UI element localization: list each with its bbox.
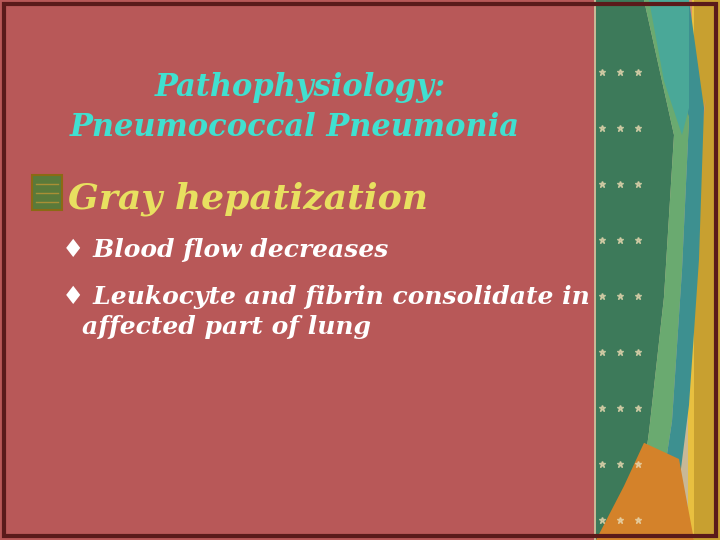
Bar (594, 0, 720, 540)
Polygon shape (596, 443, 694, 540)
Bar (688, 0, 694, 540)
Text: Gray hepatization: Gray hepatization (68, 182, 428, 217)
Polygon shape (654, 0, 704, 540)
Text: affected part of lung: affected part of lung (82, 315, 371, 339)
Text: ♦ Blood flow decreases: ♦ Blood flow decreases (62, 238, 388, 262)
Polygon shape (689, 0, 714, 216)
Bar (32, 175, 62, 210)
Polygon shape (649, 0, 689, 135)
Text: Pathophysiology:: Pathophysiology: (154, 72, 446, 103)
Polygon shape (596, 0, 674, 540)
Polygon shape (634, 0, 689, 540)
Bar (692, 0, 720, 540)
Text: Pneumococcal Pneumonia: Pneumococcal Pneumonia (70, 112, 520, 143)
Text: ♦ Leukocyte and fibrin consolidate in: ♦ Leukocyte and fibrin consolidate in (62, 285, 590, 309)
